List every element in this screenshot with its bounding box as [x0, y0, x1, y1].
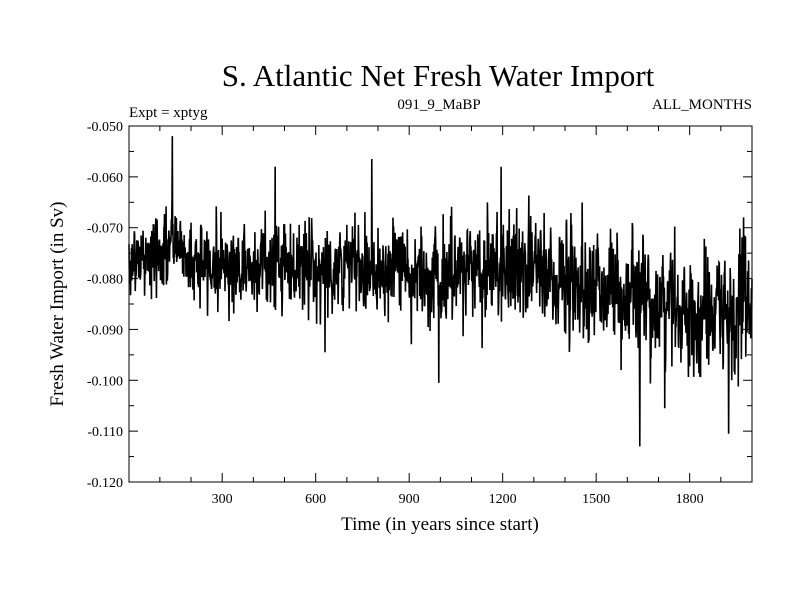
y-tick-label: -0.060: [87, 171, 123, 186]
chart-title: S. Atlantic Net Fresh Water Import: [222, 58, 655, 93]
x-tick-label: 1200: [489, 492, 517, 507]
subtitle-run: 091_9_MaBP: [397, 97, 480, 113]
y-tick-label: -0.080: [87, 273, 123, 288]
y-axis-title: Fresh Water Import (in Sv): [47, 202, 68, 407]
series-line: [128, 136, 753, 447]
y-tick-label: -0.070: [87, 222, 123, 237]
x-axis: 300 600 900 1200 1500 1800: [159, 126, 722, 507]
subtitle-months: ALL_MONTHS: [652, 97, 752, 113]
x-axis-title: Time (in years since start): [341, 514, 539, 535]
subtitle-expt: Expt = xptyg: [129, 105, 208, 121]
x-tick-label: 900: [399, 492, 420, 507]
y-tick-label: -0.100: [87, 374, 123, 389]
x-tick-label: 300: [212, 492, 233, 507]
y-tick-label: -0.050: [87, 120, 123, 135]
x-tick-label: 1800: [676, 492, 704, 507]
y-tick-label: -0.090: [87, 323, 123, 338]
plot-area: [128, 125, 753, 483]
y-axis: -0.120 -0.110 -0.100 -0.090 -0.080 -0.070 -0.0…: [87, 120, 752, 491]
x-tick-label: 600: [305, 492, 326, 507]
y-tick-label: -0.120: [87, 476, 123, 491]
x-tick-label: 1500: [582, 492, 610, 507]
y-tick-label: -0.110: [87, 425, 123, 440]
